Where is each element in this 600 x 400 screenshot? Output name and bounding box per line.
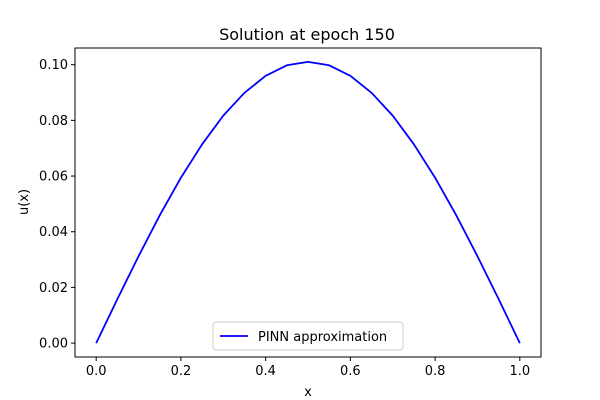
- x-axis-label: x: [304, 385, 312, 400]
- series-line-0: [95, 61, 521, 344]
- legend-box: [212, 321, 404, 351]
- y-tick-label: 0.04: [39, 225, 68, 240]
- x-tick-label: 1.0: [509, 364, 530, 379]
- y-tick-label: 0.06: [39, 170, 68, 185]
- legend: PINN approximation: [212, 321, 404, 351]
- axes-frame: [74, 47, 542, 358]
- y-tick-label: 0.02: [39, 281, 68, 296]
- plot-area: [95, 61, 521, 344]
- x-tick-label: 0.2: [171, 364, 192, 379]
- y-tick-label: 0.10: [39, 58, 68, 73]
- x-tick-label: 0.4: [255, 364, 276, 379]
- y-axis-label: u(x): [17, 189, 32, 215]
- x-tick-label: 0.6: [340, 364, 361, 379]
- legend-label: PINN approximation: [258, 330, 387, 345]
- x-axis-ticks: 0.0 0.2 0.4 0.6 0.8 1.0: [86, 357, 530, 379]
- y-axis-ticks: 0.00 0.02 0.04 0.06 0.08 0.10: [39, 58, 75, 352]
- x-tick-label: 0.0: [86, 364, 107, 379]
- y-tick-label: 0.08: [39, 114, 68, 129]
- x-tick-label: 0.8: [425, 364, 446, 379]
- chart-title: Solution at epoch 150: [219, 25, 395, 44]
- y-tick-label: 0.00: [39, 337, 68, 352]
